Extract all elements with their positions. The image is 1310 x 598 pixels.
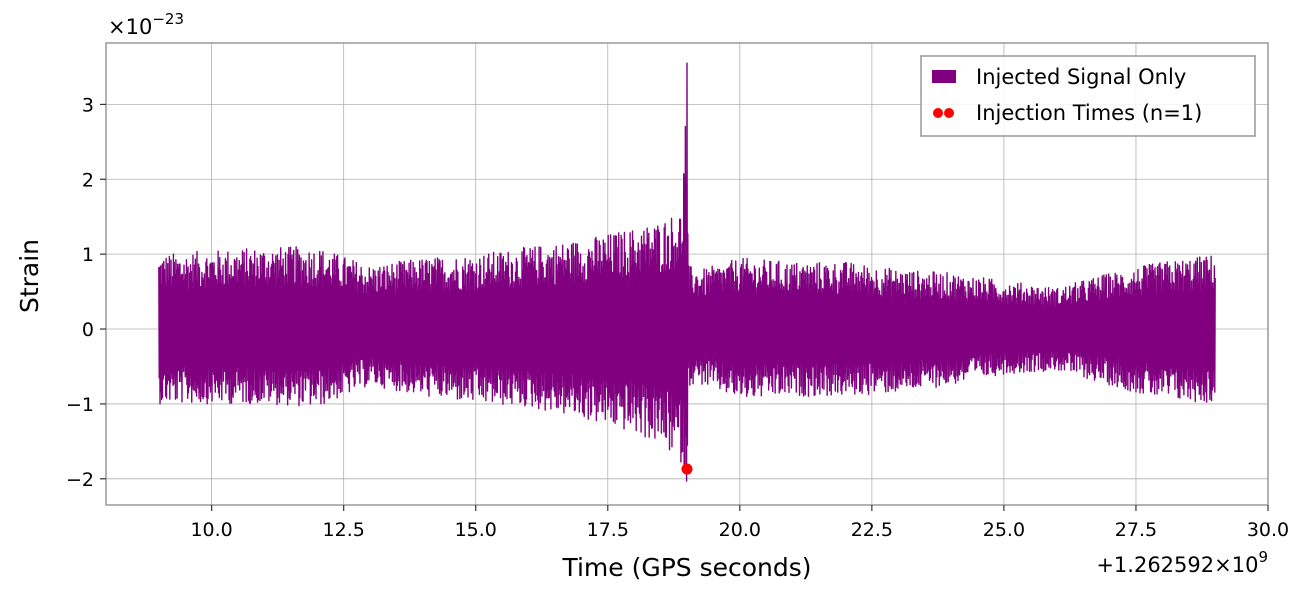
legend-label-injected-signal: Injected Signal Only	[976, 65, 1186, 89]
legend-box	[920, 55, 1256, 137]
series-injected-signal	[158, 62, 1216, 482]
x-tick-label: 22.5	[851, 519, 893, 541]
x-tick-label: 12.5	[323, 519, 365, 541]
injection-time-point	[681, 463, 693, 475]
x-axis-ticks: 10.0 12.5 15.0 17.5 20.0 22.5 25.0 27.5 30.0	[190, 505, 1289, 541]
x-tick-label: 25.0	[983, 519, 1025, 541]
series-injection-times	[681, 463, 693, 475]
x-tick-label: 27.5	[1115, 519, 1157, 541]
y-tick-label: 2	[82, 169, 94, 191]
legend-swatch-injected-signal	[932, 70, 956, 83]
x-tick-label: 20.0	[719, 519, 761, 541]
y-axis-multiplier: ×10−23	[108, 10, 184, 39]
x-tick-label: 15.0	[455, 519, 497, 541]
y-tick-label: 1	[82, 244, 94, 266]
x-tick-label: 17.5	[587, 519, 629, 541]
y-tick-label: −2	[66, 469, 94, 491]
legend-marker-injection-times-b	[944, 108, 954, 118]
y-axis-label: Strain	[15, 239, 44, 313]
legend-marker-injection-times-a	[933, 108, 943, 118]
y-axis-ticks: −2 −1 0 1 2 3	[66, 94, 106, 491]
x-tick-label: 10.0	[190, 519, 232, 541]
y-tick-label: 3	[82, 94, 94, 116]
x-tick-label: 30.0	[1247, 519, 1289, 541]
x-axis-offset: +1.262592×109	[1096, 548, 1268, 577]
y-tick-label: −1	[66, 394, 94, 416]
plot-frame	[105, 42, 1269, 506]
injected-signal-line	[158, 62, 1216, 482]
legend: Injected Signal Only Injection Times (n=…	[920, 55, 1256, 137]
y-tick-label: 0	[82, 319, 94, 341]
legend-label-injection-times: Injection Times (n=1)	[976, 101, 1202, 125]
x-axis-label: Time (GPS seconds)	[561, 553, 811, 582]
